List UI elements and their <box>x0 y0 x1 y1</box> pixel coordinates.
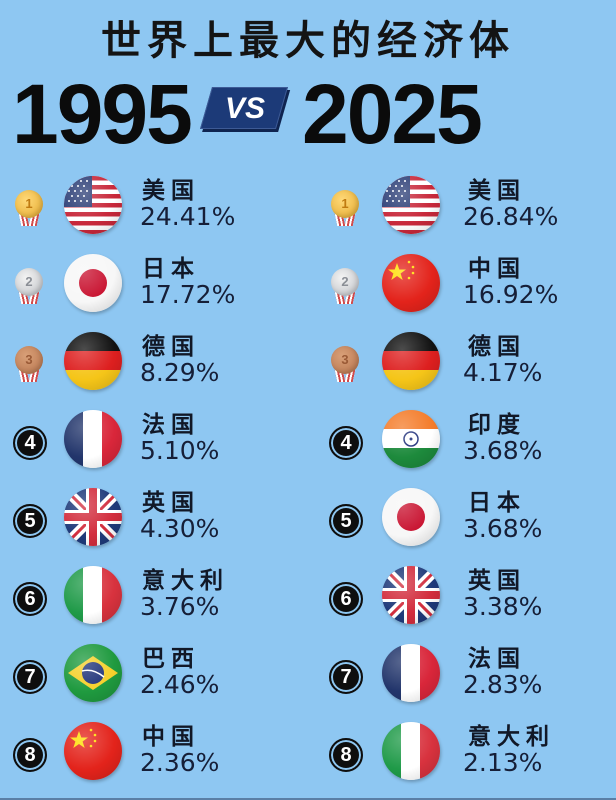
ranking-list-2025: 1 美国 26.84% 2 中国 16.92% 3 德国 4.17% 4 <box>316 168 616 792</box>
gdp-share-percent: 24.41% <box>140 202 236 231</box>
country-name: 印度 <box>468 412 526 438</box>
rank-5-circled-number-icon: 5 <box>13 504 47 538</box>
country-name: 美国 <box>142 178 200 204</box>
gdp-share-percent: 2.83% <box>463 670 543 699</box>
ranking-list-1995: 1 美国 24.41% 2 日本 17.72% 3 德国 8.29% 4 法国 5.10% 5 <box>0 168 300 792</box>
rank-6-circled-number-icon: 6 <box>13 582 47 616</box>
gdp-share-percent: 16.92% <box>463 280 559 309</box>
ranking-row: 4 法国 5.10% <box>0 402 300 480</box>
year-comparison-header: 1995 VS 2025 <box>0 68 616 160</box>
country-name: 英国 <box>468 568 526 594</box>
silver-medal-icon: 2 <box>12 268 46 304</box>
italy-flag-icon <box>382 722 440 780</box>
silver-medal-icon: 2 <box>328 268 362 304</box>
uk-flag-icon <box>382 566 440 624</box>
gold-medal-icon: 1 <box>328 190 362 226</box>
ranking-row: 4 印度 3.68% <box>316 402 616 480</box>
gold-medal-icon: 1 <box>12 190 46 226</box>
japan-flag-icon <box>64 254 122 312</box>
bottom-divider <box>0 798 616 800</box>
country-name: 德国 <box>142 334 200 360</box>
ranking-row: 2 日本 17.72% <box>0 246 300 324</box>
germany-flag-icon <box>382 332 440 390</box>
france-flag-icon <box>382 644 440 702</box>
uk-flag-icon <box>64 488 122 546</box>
gdp-share-percent: 3.76% <box>140 592 220 621</box>
rank-4-circled-number-icon: 4 <box>13 426 47 460</box>
ranking-row: 2 中国 16.92% <box>316 246 616 324</box>
country-name: 法国 <box>468 646 526 672</box>
medal-disc: 3 <box>331 346 359 374</box>
ranking-row: 1 美国 24.41% <box>0 168 300 246</box>
country-name: 中国 <box>142 724 200 750</box>
gdp-share-percent: 3.68% <box>463 436 543 465</box>
vs-label: VS <box>224 92 266 125</box>
gdp-share-percent: 5.10% <box>140 436 220 465</box>
gdp-share-percent: 26.84% <box>463 202 559 231</box>
medal-disc: 2 <box>331 268 359 296</box>
germany-flag-icon <box>64 332 122 390</box>
medal-disc: 1 <box>331 190 359 218</box>
country-name: 德国 <box>468 334 526 360</box>
country-name: 法国 <box>142 412 200 438</box>
ranking-row: 8 中国 2.36% <box>0 714 300 792</box>
ranking-row: 3 德国 8.29% <box>0 324 300 402</box>
gdp-share-percent: 2.13% <box>463 748 543 777</box>
france-flag-icon <box>64 410 122 468</box>
bronze-medal-icon: 3 <box>12 346 46 382</box>
country-name: 意大利 <box>142 568 229 594</box>
gdp-share-percent: 4.17% <box>463 358 543 387</box>
year-1995-label: 1995 <box>12 67 193 161</box>
gdp-share-percent: 17.72% <box>140 280 236 309</box>
ranking-row: 7 巴西 2.46% <box>0 636 300 714</box>
india-flag-icon <box>382 410 440 468</box>
page-title: 世界上最大的经济体 <box>101 18 515 64</box>
ranking-row: 3 德国 4.17% <box>316 324 616 402</box>
gdp-share-percent: 3.68% <box>463 514 543 543</box>
china-flag-icon <box>382 254 440 312</box>
rank-8-circled-number-icon: 8 <box>13 738 47 772</box>
usa-flag-icon <box>64 176 122 234</box>
rank-4-circled-number-icon: 4 <box>329 426 363 460</box>
country-name: 中国 <box>468 256 526 282</box>
italy-flag-icon <box>64 566 122 624</box>
china-flag-icon <box>64 722 122 780</box>
rank-6-circled-number-icon: 6 <box>329 582 363 616</box>
gdp-share-percent: 2.46% <box>140 670 220 699</box>
gdp-share-percent: 3.38% <box>463 592 543 621</box>
usa-flag-icon <box>382 176 440 234</box>
gdp-share-percent: 4.30% <box>140 514 220 543</box>
country-name: 美国 <box>468 178 526 204</box>
rank-8-circled-number-icon: 8 <box>329 738 363 772</box>
medal-disc: 3 <box>15 346 43 374</box>
ranking-row: 5 日本 3.68% <box>316 480 616 558</box>
ranking-row: 5 英国 4.30% <box>0 480 300 558</box>
rank-5-circled-number-icon: 5 <box>329 504 363 538</box>
year-2025-label: 2025 <box>302 67 483 161</box>
gdp-share-percent: 8.29% <box>140 358 220 387</box>
bronze-medal-icon: 3 <box>328 346 362 382</box>
medal-disc: 1 <box>15 190 43 218</box>
country-name: 意大利 <box>468 724 555 750</box>
ranking-row: 6 意大利 3.76% <box>0 558 300 636</box>
rank-7-circled-number-icon: 7 <box>329 660 363 694</box>
gdp-share-percent: 2.36% <box>140 748 220 777</box>
medal-disc: 2 <box>15 268 43 296</box>
country-name: 日本 <box>468 490 526 516</box>
ranking-row: 8 意大利 2.13% <box>316 714 616 792</box>
ranking-row: 7 法国 2.83% <box>316 636 616 714</box>
country-name: 巴西 <box>142 646 200 672</box>
ranking-row: 6 英国 3.38% <box>316 558 616 636</box>
country-name: 日本 <box>142 256 200 282</box>
rank-7-circled-number-icon: 7 <box>13 660 47 694</box>
japan-flag-icon <box>382 488 440 546</box>
country-name: 英国 <box>142 490 200 516</box>
ranking-row: 1 美国 26.84% <box>316 168 616 246</box>
brazil-flag-icon <box>64 644 122 702</box>
